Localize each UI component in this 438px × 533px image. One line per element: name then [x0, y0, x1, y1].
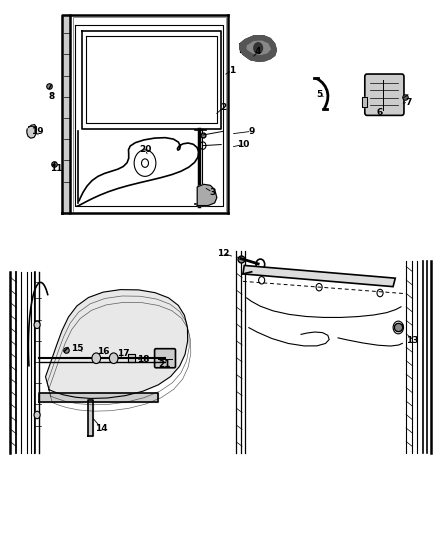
Text: 8: 8 [48, 92, 55, 101]
Text: 4: 4 [255, 47, 261, 56]
Circle shape [110, 353, 118, 364]
Polygon shape [362, 97, 367, 108]
Polygon shape [240, 47, 243, 52]
Polygon shape [127, 354, 134, 362]
Circle shape [92, 353, 101, 364]
Polygon shape [27, 125, 36, 138]
Text: 18: 18 [137, 355, 149, 364]
Text: 19: 19 [31, 127, 44, 136]
Polygon shape [88, 400, 93, 436]
Polygon shape [247, 41, 270, 54]
Text: 5: 5 [316, 90, 322, 99]
Text: 15: 15 [71, 344, 84, 353]
Circle shape [34, 321, 40, 328]
Text: 13: 13 [406, 336, 419, 345]
Polygon shape [39, 393, 158, 402]
Text: 16: 16 [97, 347, 110, 356]
FancyBboxPatch shape [155, 349, 176, 368]
Polygon shape [197, 184, 217, 206]
Polygon shape [46, 289, 187, 399]
Polygon shape [240, 36, 276, 61]
Text: 7: 7 [405, 98, 412, 107]
Text: 14: 14 [95, 424, 108, 433]
Text: 2: 2 [220, 103, 226, 112]
Text: 1: 1 [229, 66, 235, 75]
Text: 6: 6 [377, 108, 383, 117]
Text: 20: 20 [139, 146, 151, 155]
Text: 10: 10 [237, 140, 249, 149]
Text: 21: 21 [159, 360, 171, 369]
Text: 3: 3 [209, 188, 215, 197]
Polygon shape [243, 265, 395, 287]
Text: 9: 9 [248, 127, 255, 136]
Text: 17: 17 [117, 350, 130, 359]
Circle shape [34, 411, 40, 419]
Text: 12: 12 [217, 249, 230, 258]
FancyBboxPatch shape [365, 74, 404, 115]
Text: 11: 11 [49, 164, 62, 173]
Circle shape [254, 43, 262, 53]
